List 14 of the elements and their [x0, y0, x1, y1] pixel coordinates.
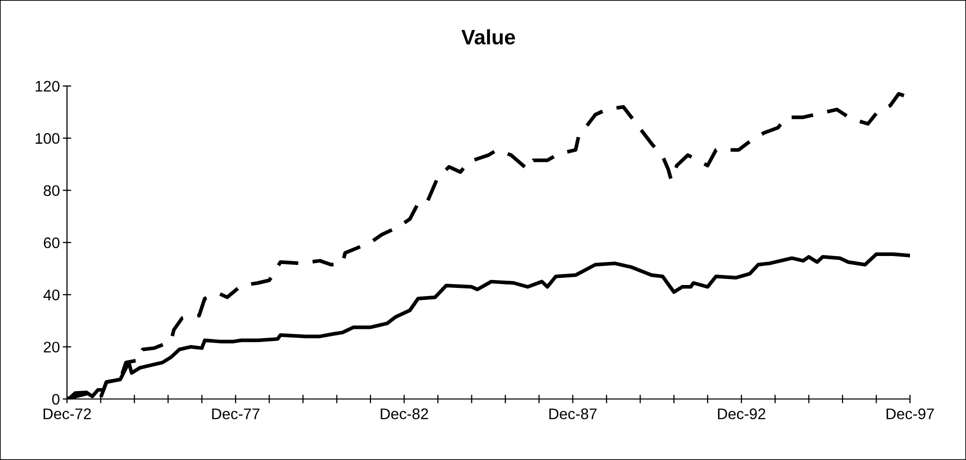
- x-tick-label: Dec-82: [380, 408, 428, 420]
- y-tick-label: 100: [36, 133, 60, 144]
- y-tick-label: 120: [36, 80, 60, 92]
- y-tick-label: 60: [44, 237, 60, 248]
- x-tick-label: Dec-72: [44, 408, 91, 420]
- x-tick-label: Dec-92: [718, 408, 766, 420]
- y-tick-label: 80: [44, 185, 60, 196]
- y-tick-label: 20: [44, 342, 60, 353]
- y-tick-label: 40: [43, 290, 60, 300]
- chart-title: Value: [461, 29, 516, 45]
- y-tick-label: 0: [52, 394, 60, 405]
- x-tick-label: Dec-87: [549, 408, 597, 420]
- x-tick-label: Dec-77: [212, 408, 260, 420]
- x-tick-label: Dec-97: [886, 408, 934, 420]
